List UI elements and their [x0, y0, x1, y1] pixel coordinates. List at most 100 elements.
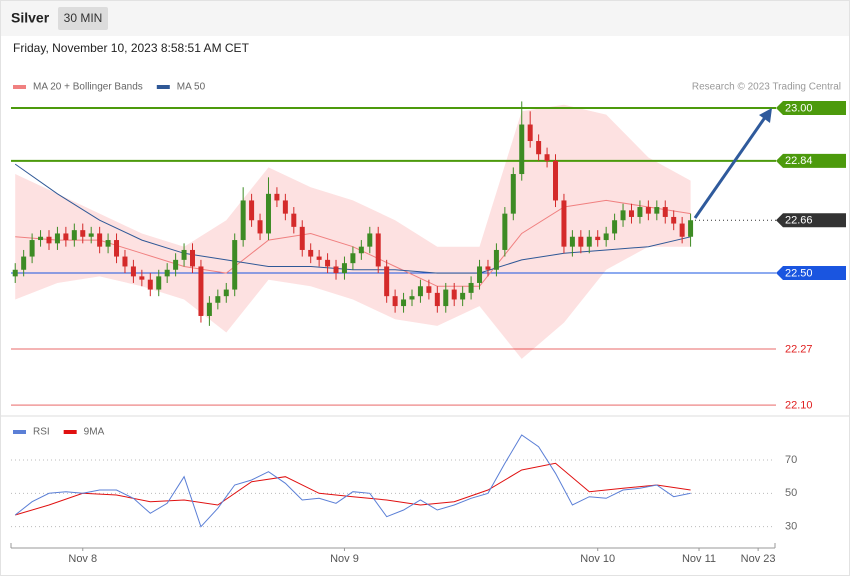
candle-body	[485, 266, 491, 270]
candle-body	[105, 240, 111, 247]
ma-line	[14, 163, 691, 274]
candle-body	[375, 233, 381, 267]
candle-body	[54, 233, 60, 244]
candle-body	[510, 174, 516, 214]
candle-body	[215, 296, 221, 303]
candle-body	[367, 233, 373, 247]
level-label: 22.50	[785, 267, 813, 279]
candle-body	[350, 253, 356, 264]
candle-body	[80, 230, 86, 237]
instrument-title: Silver	[11, 10, 50, 26]
candle-body	[316, 256, 322, 260]
candle-body	[46, 236, 52, 244]
candle-body	[88, 233, 94, 237]
target-arrow	[693, 115, 768, 219]
interval-chip[interactable]	[58, 7, 108, 30]
rsi-panel: RSI 9MA 30 50 70 Nov 8 Nov 9 Nov 10 Nov 11 Nov 23	[10, 427, 797, 565]
credit: Research © 2023 Trading Central	[692, 82, 841, 93]
candle-body	[645, 207, 651, 214]
candle-body	[97, 233, 103, 247]
candle-body	[519, 124, 525, 175]
level-tag	[776, 101, 846, 116]
candle-body	[688, 220, 694, 237]
candle-body	[401, 299, 407, 307]
candle-body	[637, 207, 643, 217]
candle-body	[679, 223, 685, 237]
x-tick-label: Nov 10	[580, 553, 615, 565]
indicator-line	[15, 462, 691, 516]
candle-body	[63, 233, 69, 241]
candle-body	[536, 141, 542, 155]
candle-body	[240, 200, 246, 241]
legend-swatch	[63, 430, 77, 434]
candle-body	[282, 200, 288, 214]
level-label: 22.84	[785, 155, 813, 167]
candle-body	[561, 200, 567, 247]
level-tag	[776, 266, 846, 281]
candle-body	[190, 249, 196, 267]
candle-body	[206, 302, 212, 316]
candle-body	[460, 292, 466, 300]
candle-body	[586, 236, 592, 247]
y-tick-label: 50	[785, 487, 797, 499]
legend-label: MA 20 + Bollinger Bands	[33, 82, 143, 93]
level-label: 23.00	[785, 102, 813, 114]
candle-body	[341, 263, 347, 274]
candle-body	[71, 230, 77, 241]
x-tick-label: Nov 23	[741, 553, 776, 565]
candle-body	[114, 240, 120, 257]
candle-body	[417, 286, 423, 297]
legend-swatch	[156, 85, 170, 89]
candle-body	[29, 240, 35, 257]
candle-body	[595, 236, 601, 241]
candle-body	[147, 279, 153, 290]
candle-body	[662, 207, 668, 217]
candle-body	[468, 282, 474, 293]
candle-body	[38, 236, 44, 241]
indicator-line	[14, 434, 691, 528]
candle-body	[265, 193, 271, 234]
legend-swatch	[13, 430, 26, 434]
candle-body	[333, 266, 339, 274]
candle-body	[21, 256, 27, 270]
candle-body	[654, 207, 660, 214]
candle-body	[553, 160, 559, 201]
candle-body	[223, 289, 229, 297]
x-tick-label: Nov 8	[68, 553, 97, 565]
interval-label[interactable]: 30 MIN	[64, 11, 103, 25]
candle-body	[291, 213, 297, 227]
candle-body	[299, 226, 305, 250]
level-tag	[776, 153, 846, 168]
candle-body	[443, 289, 449, 307]
price-panel: MA 20 + Bollinger Bands MA 50 23.00 22.84 22…	[11, 82, 846, 412]
candle-body	[325, 259, 331, 267]
target-arrow-head	[759, 108, 772, 123]
legend-label: MA 50	[177, 82, 206, 93]
level-tag	[776, 213, 846, 228]
x-tick-label: Nov 9	[330, 553, 359, 565]
candle-body	[139, 276, 145, 280]
candle-body	[257, 220, 263, 234]
candle-body	[274, 193, 280, 201]
y-tick-label: 30	[785, 521, 797, 533]
candle-body	[527, 124, 533, 142]
legend-swatch	[13, 85, 26, 89]
candle-body	[308, 249, 314, 257]
candle-body	[130, 266, 136, 277]
candle-body	[671, 216, 677, 224]
candle-body	[156, 276, 162, 290]
legend-label: RSI	[33, 427, 50, 438]
header-bar	[1, 1, 849, 36]
y-tick-label: 70	[785, 454, 797, 466]
level-label: 22.27	[785, 343, 813, 355]
candle-body	[569, 236, 575, 247]
candle-body	[544, 154, 550, 161]
candle-body	[232, 240, 238, 290]
candle-body	[198, 266, 204, 316]
candle-body	[620, 210, 626, 221]
level-label: 22.66	[785, 215, 813, 227]
candle-body	[477, 266, 483, 283]
candle-body	[392, 296, 398, 307]
candle-body	[358, 246, 364, 254]
